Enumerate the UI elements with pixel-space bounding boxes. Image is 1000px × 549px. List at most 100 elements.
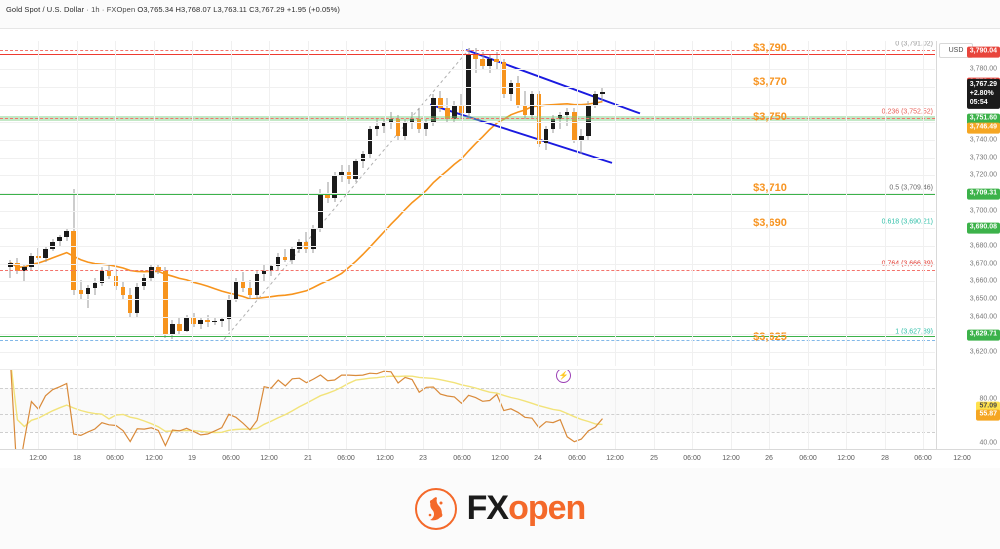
price-tag: 3,709.31 bbox=[966, 188, 1000, 200]
grid-line bbox=[615, 370, 616, 450]
candlestick bbox=[163, 41, 168, 366]
candlestick bbox=[473, 41, 478, 366]
price-tag-change: +2.80% bbox=[969, 89, 994, 97]
candlestick bbox=[360, 41, 366, 366]
rsi-tick-label: 80.00 bbox=[979, 395, 997, 403]
candlestick bbox=[508, 41, 514, 366]
candle-body bbox=[501, 62, 507, 94]
candle-body bbox=[57, 237, 62, 242]
price-level-caption: $3,770 bbox=[753, 76, 787, 88]
candlestick bbox=[311, 41, 316, 366]
price-tag: 3,751.60 bbox=[966, 113, 1000, 125]
grid-line bbox=[538, 41, 539, 366]
grid-line bbox=[308, 370, 309, 450]
candlestick bbox=[71, 41, 76, 366]
candle-body bbox=[550, 118, 556, 130]
legend-high: H3,768.07 bbox=[175, 5, 212, 14]
candlestick bbox=[438, 41, 443, 366]
grid-line bbox=[115, 370, 116, 450]
footer-branding: FXopen bbox=[0, 468, 1000, 549]
fib-0236-line bbox=[0, 118, 935, 119]
price-tag-value: 3,751.60 bbox=[969, 114, 997, 122]
price-tick-label: 3,700.00 bbox=[969, 207, 997, 215]
candlestick bbox=[529, 41, 535, 366]
time-tick-label: 12:00 bbox=[953, 455, 971, 462]
time-tick-label: 12:00 bbox=[376, 455, 394, 462]
candle-body bbox=[572, 111, 577, 140]
rsi-panel[interactable]: ⚡ bbox=[0, 369, 935, 450]
price-tick-label: 3,660.00 bbox=[969, 277, 997, 285]
candlestick bbox=[64, 41, 69, 366]
grid-line bbox=[885, 370, 886, 450]
rsi-band bbox=[0, 388, 935, 432]
candle-body bbox=[586, 104, 591, 137]
time-tick-label: 06:00 bbox=[568, 455, 586, 462]
grid-line bbox=[846, 41, 847, 366]
time-tick-label: 06:00 bbox=[453, 455, 471, 462]
price-tag-value: 3,629.71 bbox=[969, 330, 997, 338]
candlestick bbox=[543, 41, 549, 366]
candlestick bbox=[233, 41, 239, 366]
candle-body bbox=[226, 298, 232, 320]
fxopen-logo: FXopen bbox=[414, 487, 586, 530]
candlestick bbox=[141, 41, 147, 366]
candlestick bbox=[600, 41, 605, 366]
candlestick bbox=[579, 41, 584, 366]
candle-body bbox=[402, 122, 408, 137]
candle-body bbox=[198, 320, 203, 324]
candlestick bbox=[494, 41, 499, 366]
candlestick bbox=[374, 41, 380, 366]
lightning-bolt-icon[interactable]: ⚡ bbox=[556, 370, 571, 383]
candle-body bbox=[522, 104, 528, 116]
candle-body bbox=[22, 267, 27, 272]
time-tick-label: 06:00 bbox=[337, 455, 355, 462]
candlestick bbox=[170, 41, 175, 366]
trendline-channel-lower bbox=[429, 103, 613, 164]
grid-line bbox=[0, 246, 935, 247]
candlestick bbox=[409, 41, 415, 366]
price-scale[interactable]: USD 3,780.003,770.003,760.003,750.003,74… bbox=[936, 41, 1000, 449]
legend-sep-2: · bbox=[101, 5, 105, 14]
candle-body bbox=[564, 111, 570, 116]
grid-line bbox=[500, 41, 501, 366]
candle-body bbox=[353, 161, 358, 179]
time-tick-label: 12:00 bbox=[606, 455, 624, 462]
time-tick-label: 28 bbox=[881, 455, 889, 462]
candlestick bbox=[15, 41, 20, 366]
candle-wick bbox=[87, 284, 89, 308]
candle-body bbox=[106, 270, 112, 276]
candlestick bbox=[586, 41, 591, 366]
legend-interval[interactable]: 1h bbox=[91, 5, 100, 14]
grid-line bbox=[0, 158, 935, 159]
grid-line bbox=[38, 41, 39, 366]
candle-body bbox=[593, 94, 598, 105]
time-scale[interactable]: 12:00 18 06:00 12:00 19 06:00 12:00 21 06:00 12:0… bbox=[0, 449, 1000, 470]
candlestick bbox=[282, 41, 288, 366]
candlestick bbox=[402, 41, 408, 366]
lightning-glyph: ⚡ bbox=[558, 370, 569, 380]
price-tick-label: 3,720.00 bbox=[969, 171, 997, 179]
candle-body bbox=[529, 94, 535, 116]
price-tag-value: 3,790.04 bbox=[969, 47, 997, 55]
price-tick-label: 3,650.00 bbox=[969, 295, 997, 303]
candle-body bbox=[579, 136, 584, 140]
candlestick bbox=[367, 41, 373, 366]
candle-body bbox=[445, 108, 450, 119]
time-tick-label: 12:00 bbox=[260, 455, 278, 462]
candle-body bbox=[71, 230, 76, 291]
candlestick bbox=[325, 41, 330, 366]
candle-body bbox=[205, 320, 210, 322]
candle-body bbox=[480, 58, 485, 66]
candlestick bbox=[388, 41, 394, 366]
candle-body bbox=[15, 262, 20, 272]
price-tick-label: 3,670.00 bbox=[969, 260, 997, 268]
candlestick bbox=[240, 41, 246, 366]
grid-line bbox=[0, 105, 935, 106]
candlestick bbox=[466, 41, 471, 366]
price-panel[interactable]: $3,790 $3,770 $3,750 $3,710 $3,690 $3,625 0 (… bbox=[0, 41, 935, 366]
legend-source: FXOpen bbox=[106, 5, 136, 14]
time-tick-label: 06:00 bbox=[222, 455, 240, 462]
candle-body bbox=[212, 321, 217, 323]
fibonacci-level-caption: 0.618 (3,690.21) bbox=[881, 218, 933, 226]
rsi-value-tag: 55.87 bbox=[976, 409, 1000, 421]
